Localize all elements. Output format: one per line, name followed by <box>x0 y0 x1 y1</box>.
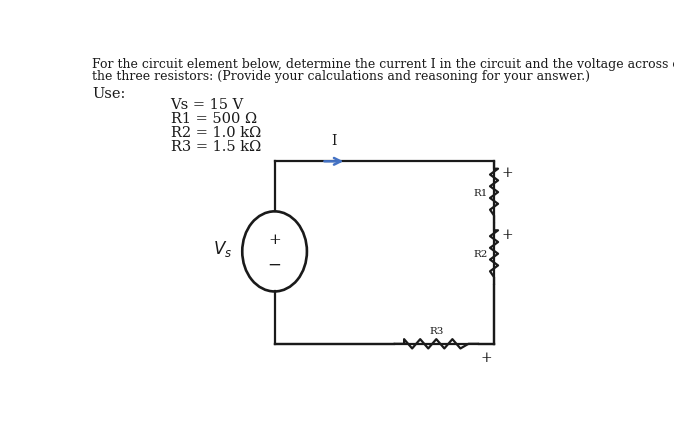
Text: For the circuit element below, determine the current I in the circuit and the vo: For the circuit element below, determine… <box>92 57 674 70</box>
Text: R1 = 500 Ω: R1 = 500 Ω <box>171 112 257 126</box>
Text: the three resistors: (Provide your calculations and reasoning for your answer.): the three resistors: (Provide your calcu… <box>92 70 590 83</box>
Text: R3 = 1.5 kΩ: R3 = 1.5 kΩ <box>171 140 261 154</box>
Text: I: I <box>331 134 336 148</box>
Text: R2 = 1.0 kΩ: R2 = 1.0 kΩ <box>171 126 261 140</box>
Text: $V_s$: $V_s$ <box>212 238 232 258</box>
Text: −: − <box>268 256 282 273</box>
Text: +: + <box>480 350 492 364</box>
Text: R3: R3 <box>429 326 443 335</box>
Text: Use:: Use: <box>92 87 125 101</box>
Text: +: + <box>501 166 514 180</box>
Text: +: + <box>268 233 281 247</box>
Text: R1: R1 <box>474 188 488 197</box>
Text: +: + <box>501 227 514 241</box>
Text: R2: R2 <box>474 250 488 259</box>
Text: Vs = 15 V: Vs = 15 V <box>171 98 244 112</box>
